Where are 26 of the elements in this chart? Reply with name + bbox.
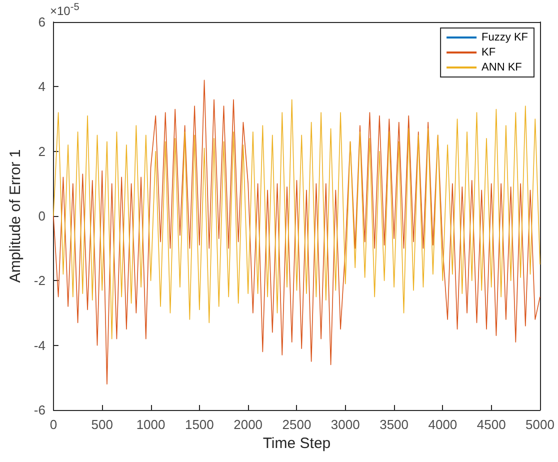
line-series [53,80,540,385]
x-tick-label: 4500 [476,417,506,432]
line-series [53,99,540,340]
x-tick-label: 5000 [526,417,554,432]
x-tick-label: 0 [50,417,58,432]
y-tick-label: -4 [34,338,46,353]
y-tick-label: 0 [38,208,46,224]
y-tick-label: -6 [34,402,46,418]
legend-label: ANN KF [482,62,522,74]
legend-label: Fuzzy KF [482,32,528,44]
x-tick-label: 500 [91,417,113,432]
x-tick-label: 4000 [428,417,458,432]
y-tick-label: -2 [34,273,46,288]
x-tick-label: 1000 [136,417,166,432]
y-tick-label: 4 [38,79,46,94]
y-tick-label: 2 [38,144,46,159]
legend-label: KF [482,46,496,58]
x-tick-label: 2500 [282,417,312,432]
y-tick-label: 6 [38,14,46,30]
x-axis-title: Time Step [262,434,331,452]
x-tick-label: 2000 [234,417,263,432]
x-tick-label: 3500 [380,417,408,432]
x-tick-label: 3000 [330,417,360,432]
text: ×10$^{-5}$ [50,2,80,18]
y-axis-title: Amplitude of Error 1 [7,149,24,283]
x-tick-label: 1500 [184,417,214,432]
